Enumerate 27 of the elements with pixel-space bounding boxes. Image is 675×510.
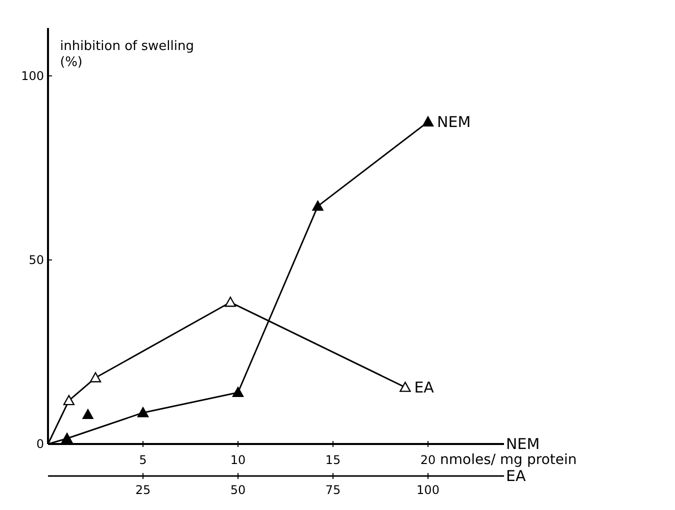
x2-tick-label: 100 [416,483,440,497]
x2-tick-label: 50 [230,483,246,497]
x-tick-label: 15 [325,453,341,467]
y-tick-label: 100 [21,68,44,83]
x-axis-title: NEM [506,435,540,453]
x-tick-label: 10 [230,453,246,467]
y-tick-label: 0 [36,437,44,451]
y-tick-label: 50 [28,252,44,267]
x2-tick-label: 25 [135,483,151,497]
y-axis-title: inhibition of swelling (%) [60,39,194,70]
point [63,394,74,406]
point [312,200,324,211]
x-tick-label: 20 [420,453,436,467]
point [137,407,149,418]
point [61,432,73,444]
x2-axis-title: EA [506,467,526,485]
point [422,116,434,126]
text: nmoles/ mg protein [440,452,577,468]
x2-tick-label: 75 [325,483,341,497]
point [82,409,94,420]
point [90,372,102,382]
series-label: EA [414,378,435,396]
point [232,386,244,398]
x-tick-label: 5 [139,453,147,467]
point [400,382,411,392]
series-label: NEM [437,112,471,131]
point [224,296,236,307]
